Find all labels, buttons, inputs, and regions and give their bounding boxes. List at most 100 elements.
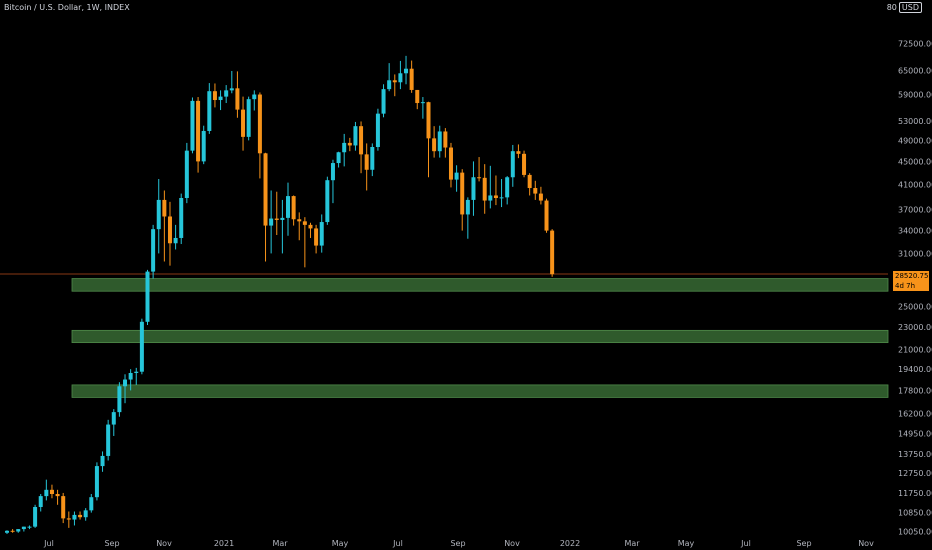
candle-body <box>454 172 459 180</box>
candle-body <box>179 197 184 238</box>
candle-body <box>471 177 476 200</box>
candle-body <box>167 216 172 244</box>
candle-body <box>66 518 71 520</box>
price-tick-label: 17800.00 <box>898 386 932 395</box>
candle-body <box>201 130 206 162</box>
candle-body <box>123 379 128 387</box>
candle-body <box>516 151 521 154</box>
candle-body <box>510 151 515 178</box>
candle-body <box>387 80 392 90</box>
candle-body <box>415 89 420 104</box>
candle-body <box>196 100 201 162</box>
candle-body <box>263 153 268 226</box>
candle-body <box>409 68 414 90</box>
time-tick-label: Jul <box>392 539 403 548</box>
time-tick-label: Nov <box>858 539 874 548</box>
price-tick-label: 13750.00 <box>898 450 932 459</box>
candle-body <box>460 172 465 215</box>
candle-body <box>314 228 319 246</box>
price-tick-label: 19400.00 <box>898 365 932 374</box>
candle-body <box>49 489 54 494</box>
candle-body <box>448 147 453 180</box>
candle-body <box>392 80 397 83</box>
candle-body <box>533 188 538 194</box>
candle-body <box>319 222 324 246</box>
candles <box>5 55 555 534</box>
candle-body <box>297 219 302 222</box>
candle-body <box>404 68 409 74</box>
candle-body <box>359 126 364 155</box>
candle-body <box>443 131 448 148</box>
candle-body <box>139 321 144 372</box>
currency-control[interactable]: 80 USD <box>886 2 922 13</box>
candle-body <box>375 113 380 148</box>
candle-body <box>280 217 285 220</box>
price-tick-label: 11750.00 <box>898 489 932 498</box>
price-tick-label: 10050.00 <box>898 528 932 537</box>
candle-body <box>364 154 369 170</box>
candle-body <box>145 271 150 322</box>
candle-body <box>330 163 335 181</box>
candle-body <box>72 514 77 520</box>
candle-body <box>229 88 234 91</box>
price-tick-label: 16200.00 <box>898 410 932 419</box>
candle-body <box>550 230 555 275</box>
currency-label[interactable]: USD <box>898 2 922 13</box>
price-tick-label: 65000.00 <box>898 67 932 76</box>
candle-body <box>173 237 178 244</box>
currency-prefix: 80 <box>886 3 897 12</box>
time-tick-label: May <box>678 539 695 548</box>
price-tick-label: 53000.00 <box>898 117 932 126</box>
candle-body <box>151 229 156 272</box>
bar-countdown: 4d 7h <box>895 281 916 290</box>
candle-body <box>38 496 43 507</box>
candle-body <box>33 506 38 527</box>
candle-body <box>437 131 442 152</box>
price-tick-label: 25000.00 <box>898 303 932 312</box>
time-tick-label: 2022 <box>560 539 580 548</box>
price-tick-label: 37000.00 <box>898 206 932 215</box>
candle-body <box>55 493 60 497</box>
candle-body <box>252 94 257 100</box>
candle-body <box>370 147 375 170</box>
candle-body <box>432 138 437 152</box>
candle-body <box>302 221 307 225</box>
candle-body <box>347 142 352 146</box>
candle-body <box>257 94 262 154</box>
price-tick-label: 49000.00 <box>898 136 932 145</box>
price-axis[interactable]: 72500.00 65000.00 59000.00 53000.00 49000.00… <box>898 40 932 537</box>
candle-body <box>499 197 504 199</box>
price-tick-label: 21000.00 <box>898 346 932 355</box>
symbol-title[interactable]: Bitcoin / U.S. Dollar, 1W, INDEX <box>4 3 130 12</box>
candle-body <box>21 526 26 530</box>
candle-body <box>274 218 279 220</box>
time-axis[interactable]: Jul Sep Nov 2021 Mar May Jul Sep Nov 2022 Mar May Ju… <box>43 539 874 548</box>
candle-body <box>89 497 94 511</box>
candle-body <box>241 109 246 137</box>
candle-body <box>544 200 549 231</box>
candle-body <box>162 199 167 217</box>
candle-body <box>426 102 431 139</box>
price-tick-label: 23000.00 <box>898 323 932 332</box>
candle-body <box>212 91 217 101</box>
candle-body <box>218 96 223 101</box>
candle-body <box>190 100 195 151</box>
candle-body <box>16 529 21 532</box>
candle-body <box>94 466 99 498</box>
support-zones <box>71 278 889 398</box>
candle-body <box>522 153 527 175</box>
time-tick-label: Nov <box>156 539 172 548</box>
price-tick-label: 14950.00 <box>898 429 932 438</box>
candle-body <box>269 218 274 226</box>
candle-body <box>117 386 122 413</box>
candle-body <box>505 177 510 198</box>
candle-body <box>381 89 386 114</box>
candle-body <box>224 90 229 97</box>
time-tick-label: Jul <box>740 539 751 548</box>
candle-body <box>465 199 470 215</box>
time-tick-label: Nov <box>504 539 520 548</box>
candle-body <box>336 152 341 164</box>
candle-body <box>246 99 251 137</box>
price-tick-label: 72500.00 <box>898 40 932 49</box>
